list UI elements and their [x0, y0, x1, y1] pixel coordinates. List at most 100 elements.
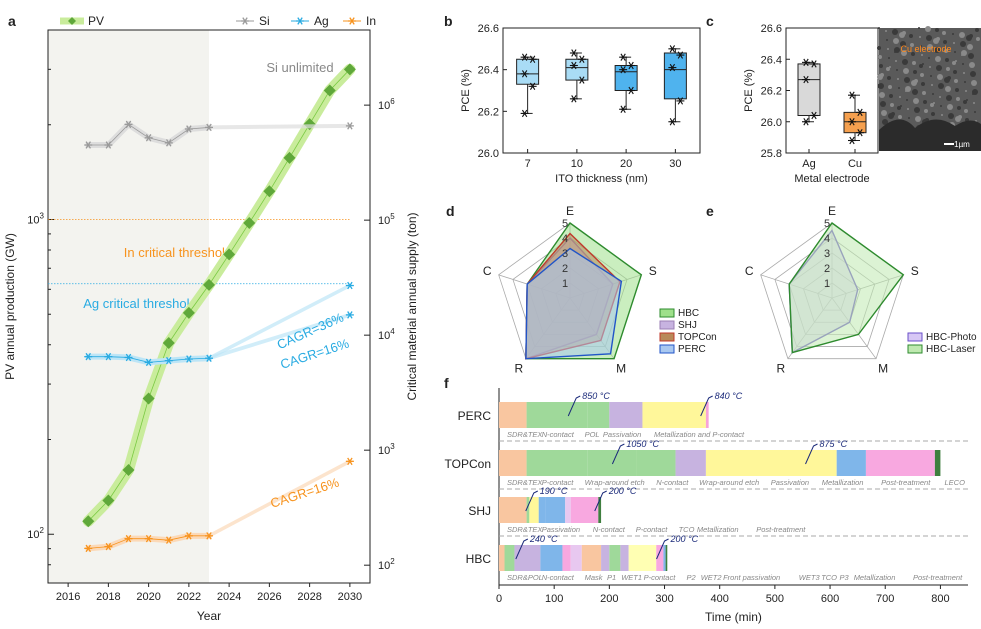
- sem-texture: [889, 94, 893, 98]
- data-point-si: [345, 122, 354, 130]
- bar-segment: [934, 450, 941, 476]
- step-label: POL: [585, 430, 600, 439]
- data-point: [802, 58, 810, 67]
- sem-texture: [930, 103, 934, 107]
- sem-texture: [959, 32, 965, 38]
- sem-texture: [932, 93, 934, 95]
- sem-texture: [905, 90, 907, 92]
- sem-texture: [946, 95, 952, 101]
- star-stroke: [166, 139, 172, 147]
- x-tick-label: 800: [931, 593, 949, 605]
- sem-texture: [952, 61, 956, 65]
- bar-segment: [705, 450, 837, 476]
- sem-texture: [936, 65, 942, 71]
- data-point: [577, 55, 586, 63]
- y-tick-label-right: 104: [378, 327, 395, 342]
- sem-texture: [924, 109, 928, 113]
- star-stroke: [186, 355, 192, 363]
- x-tick-label: 2016: [56, 591, 80, 603]
- data-point: [520, 109, 529, 118]
- data-point: [810, 111, 818, 120]
- data-point-pv: [343, 63, 356, 76]
- step-label: Passivation: [771, 478, 809, 487]
- sem-texture: [907, 108, 909, 110]
- ring-label: 5: [562, 218, 568, 230]
- projection-band-ag-16: [209, 312, 350, 361]
- bar-segment: [570, 497, 599, 523]
- sem-texture: [954, 51, 956, 53]
- data-point-si: [104, 141, 113, 149]
- data-point-pv: [323, 84, 336, 97]
- x-tick-label: 2020: [136, 591, 160, 603]
- bar-segment: [628, 545, 657, 571]
- sem-texture: [889, 66, 891, 68]
- data-point: [528, 82, 537, 91]
- sem-texture: [920, 45, 922, 47]
- step-label: Metallization: [822, 478, 864, 487]
- step-label: Metallization: [697, 525, 739, 534]
- sem-texture: [957, 106, 961, 110]
- axis-label-m: M: [616, 361, 626, 375]
- data-point: [856, 128, 864, 137]
- star-stroke: [166, 536, 172, 544]
- sem-texture: [914, 107, 920, 113]
- data-point: [619, 105, 628, 113]
- bar-segment: [529, 497, 539, 523]
- sem-texture: [953, 70, 957, 74]
- box-10: [565, 58, 589, 81]
- axis-label-c: C: [745, 264, 754, 278]
- data-point-ag: [124, 353, 133, 362]
- panel-f: f 0 100 200 300 400 500 600 700 800 Time (min) PERC…: [444, 375, 968, 624]
- star-stroke: [145, 134, 152, 142]
- x-tick-label: 100: [545, 593, 563, 605]
- data-point: [668, 63, 677, 72]
- panel-label-b: b: [444, 13, 453, 29]
- ring-label: 1: [562, 278, 568, 290]
- data-point-pv: [82, 515, 95, 528]
- x-tick-label: 2024: [217, 591, 241, 603]
- sem-texture: [944, 77, 950, 83]
- step-label: LECO: [945, 478, 966, 487]
- star-stroke: [669, 45, 676, 53]
- y-axis-label-left: PV annual production (GW): [3, 233, 17, 380]
- legend-swatch-hbc: [659, 308, 675, 318]
- data-point-in: [184, 532, 193, 540]
- sem-texture: [887, 76, 891, 80]
- panel-label-e: e: [706, 203, 714, 219]
- y-tick-label: 26.0: [478, 148, 499, 160]
- si-unlimited-label: Si unlimited: [266, 60, 333, 75]
- step-label: Wrap-around etch: [699, 478, 759, 487]
- sem-texture: [888, 57, 890, 59]
- legend-swatch-hbc-laser: [907, 344, 923, 354]
- data-point-in: [144, 534, 153, 543]
- sem-texture: [913, 98, 919, 104]
- sem-texture: [962, 63, 964, 65]
- data-point: [577, 76, 586, 84]
- series-line-pv: [87, 69, 351, 522]
- y-tick-label-right: 105: [378, 212, 395, 227]
- sem-substrate: [879, 119, 981, 151]
- sem-texture: [900, 105, 902, 107]
- box-Cu: [843, 111, 867, 134]
- bar-segment: [499, 497, 527, 523]
- temp-leader: [656, 538, 669, 560]
- star-stroke: [857, 108, 863, 117]
- sem-texture: [908, 117, 910, 119]
- sem-texture: [947, 104, 953, 110]
- row-label-topcon: TOPCon: [445, 457, 491, 471]
- star-stroke: [803, 118, 809, 126]
- star-stroke: [620, 65, 626, 74]
- sem-texture: [929, 66, 931, 68]
- step-label: TCO: [821, 573, 837, 582]
- star-stroke: [811, 60, 817, 68]
- ring-label: 2: [824, 263, 830, 275]
- sem-texture: [921, 82, 925, 86]
- star-stroke: [85, 544, 91, 553]
- step-label: N-contact: [593, 525, 626, 534]
- bar-segment: [601, 545, 610, 571]
- legend-label-hbc: HBC: [678, 308, 699, 319]
- sem-texture: [912, 61, 916, 65]
- x-tick-label: Ag: [802, 158, 815, 170]
- legend-marker-si: [241, 17, 249, 25]
